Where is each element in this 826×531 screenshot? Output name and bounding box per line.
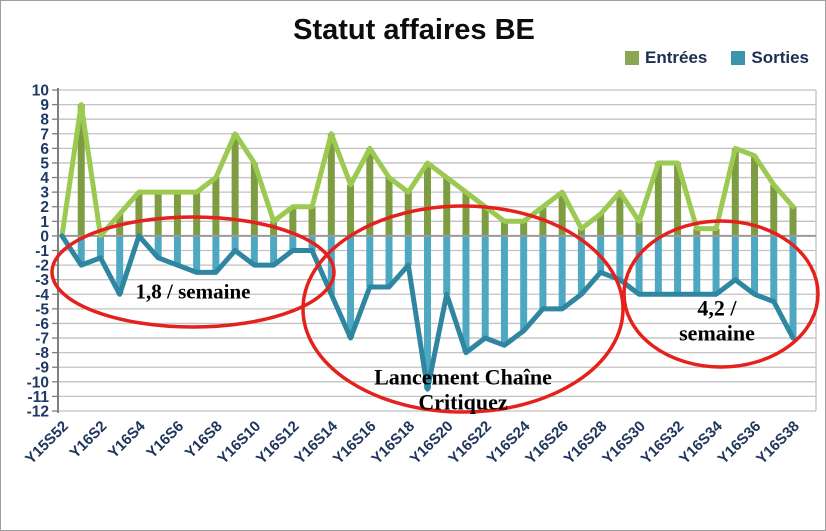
y-tick-label: -2 [35, 258, 49, 275]
highlight-ellipse [301, 204, 625, 414]
y-tick-label: 3 [40, 185, 49, 202]
y-tick-label: 4 [40, 170, 49, 187]
y-tick-label: 2 [40, 199, 49, 216]
annotation-critical-chain: Lancement Chaîne Critiquez [374, 365, 552, 414]
y-tick-label: -10 [27, 374, 49, 391]
x-tick-label: Y15S52 [22, 418, 72, 468]
sorties-swatch-icon [731, 51, 746, 65]
x-tick-label: Y16S6 [143, 418, 187, 462]
annotation-text-line2: Critiquez [418, 389, 508, 414]
y-tick-label: -9 [35, 360, 49, 377]
y-tick-label: -4 [35, 287, 49, 304]
y-tick-label: -1 [35, 243, 49, 260]
y-tick-label: -8 [35, 345, 49, 362]
y-tick-label: 6 [40, 141, 49, 158]
annotation-rate-left: 1,8 / semaine [136, 280, 251, 305]
y-tick-label: 5 [40, 155, 49, 172]
y-tick-label: 0 [40, 228, 49, 245]
annotation-ellipses [50, 204, 820, 414]
legend: Entrées Sorties [624, 48, 809, 68]
x-tick-label: Y16S38 [753, 418, 803, 468]
x-tick-labels: Y15S52Y16S2Y16S4Y16S6Y16S8Y16S10Y16S12Y1… [22, 417, 803, 467]
legend-label-entrees: Entrées [644, 48, 708, 67]
legend-item-sorties: Sorties [731, 48, 809, 68]
x-tick-label: Y16S2 [66, 418, 110, 462]
entrees-line [59, 102, 796, 239]
y-tick-label: 8 [40, 112, 49, 129]
y-tick-label: -11 [27, 389, 49, 406]
annotation-rate-right: 4,2 / semaine [679, 296, 755, 345]
chart-title: Statut affaires BE [293, 14, 535, 46]
y-tick-label: 9 [40, 97, 49, 114]
y-tick-label: 10 [32, 83, 49, 100]
gridlines [58, 89, 817, 412]
y-tick-label: -7 [35, 331, 49, 348]
y-tick-label: -3 [35, 272, 49, 289]
y-axis [52, 88, 59, 413]
y-tick-label: -6 [35, 316, 49, 333]
x-tick-label: Y16S4 [105, 417, 149, 461]
annotation-text: 1,8 / semaine [135, 279, 251, 304]
y-tick-label: 1 [40, 214, 49, 231]
drop-lines-entrees [77, 104, 797, 236]
highlight-ellipse [622, 219, 820, 369]
highlight-ellipse [50, 215, 336, 329]
y-tick-label: -12 [27, 404, 49, 421]
entrees-swatch-icon [624, 51, 639, 65]
annotation-text-line1: Lancement Chaîne [374, 364, 552, 390]
legend-label-sorties: Sorties [751, 48, 809, 67]
y-tick-label: -5 [35, 301, 49, 318]
annotation-text-line1: 4,2 / [697, 295, 737, 321]
annotation-text-line2: semaine [679, 320, 755, 345]
legend-item-entrees: Entrées [624, 48, 708, 68]
y-tick-label: 7 [40, 126, 49, 143]
sorties-line [59, 233, 796, 392]
